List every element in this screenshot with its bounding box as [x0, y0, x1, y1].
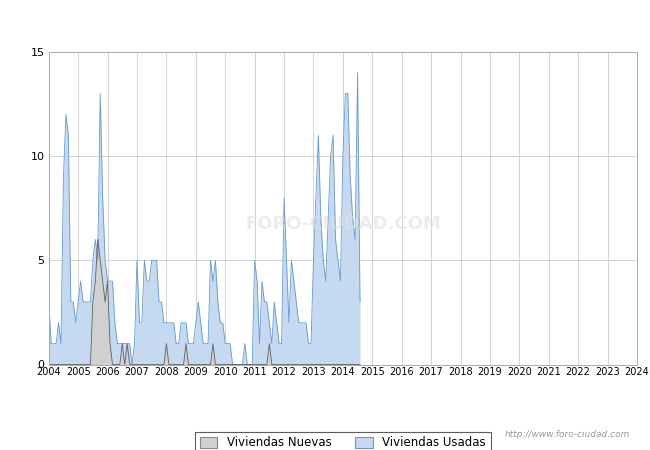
Text: http://www.foro-ciudad.com: http://www.foro-ciudad.com: [505, 430, 630, 439]
Text: Cabranes - Evolucion del Nº de Transacciones Inmobiliarias: Cabranes - Evolucion del Nº de Transacci…: [108, 16, 542, 31]
Legend: Viviendas Nuevas, Viviendas Usadas: Viviendas Nuevas, Viviendas Usadas: [195, 432, 491, 450]
Text: FORO-CIUDAD.COM: FORO-CIUDAD.COM: [245, 215, 441, 233]
